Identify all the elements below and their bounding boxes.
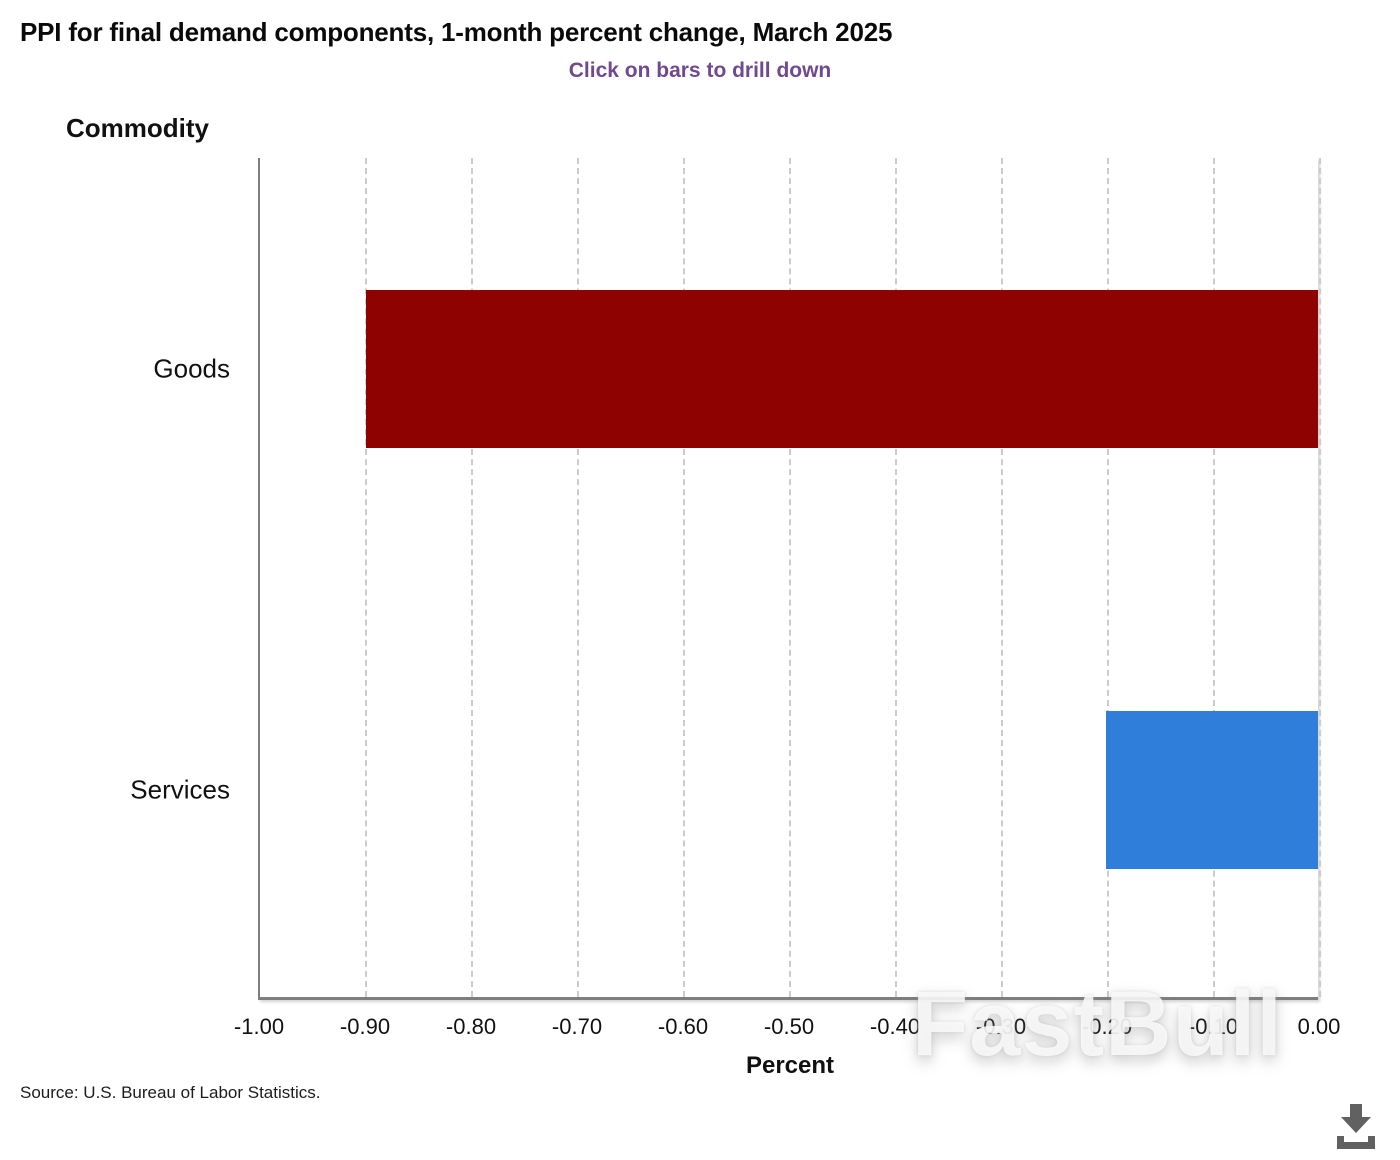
- x-axis-title: Percent: [745, 1052, 835, 1079]
- x-tick-label: -0.40: [869, 1014, 921, 1039]
- x-tick-label: -0.70: [551, 1014, 603, 1039]
- x-tick-label: 0.00: [1297, 1014, 1341, 1039]
- gridline: [471, 158, 473, 997]
- gridline: [1213, 158, 1215, 997]
- y-axis-title: Commodity: [66, 113, 209, 143]
- source-note: Source: U.S. Bureau of Labor Statistics.: [20, 1083, 321, 1102]
- x-tick-label: -1.00: [233, 1014, 285, 1039]
- gridline: [789, 158, 791, 997]
- gridline: [365, 158, 367, 997]
- plot-area: [258, 158, 1321, 1000]
- x-tick-label: -0.60: [657, 1014, 709, 1039]
- download-button[interactable]: [1330, 1092, 1382, 1156]
- bar-services[interactable]: [1106, 710, 1318, 869]
- gridline: [577, 158, 579, 997]
- x-tick-label: -0.30: [975, 1014, 1027, 1039]
- x-tick-label: -0.90: [339, 1014, 391, 1039]
- x-tick-label: -0.50: [763, 1014, 815, 1039]
- chart-title: PPI for final demand components, 1-month…: [20, 17, 893, 47]
- download-icon: [1337, 1104, 1375, 1149]
- x-tick-label: -0.10: [1187, 1014, 1239, 1039]
- gridline: [683, 158, 685, 997]
- gridline: [1107, 158, 1109, 997]
- x-tick-label: -0.80: [445, 1014, 497, 1039]
- x-tick-label: -0.20: [1081, 1014, 1133, 1039]
- gridline: [1319, 158, 1321, 997]
- category-label-services: Services: [130, 774, 230, 804]
- chart-subtitle: Click on bars to drill down: [568, 59, 832, 82]
- bar-goods[interactable]: [365, 289, 1318, 448]
- category-label-goods: Goods: [153, 353, 230, 383]
- gridline: [1001, 158, 1003, 997]
- gridline: [895, 158, 897, 997]
